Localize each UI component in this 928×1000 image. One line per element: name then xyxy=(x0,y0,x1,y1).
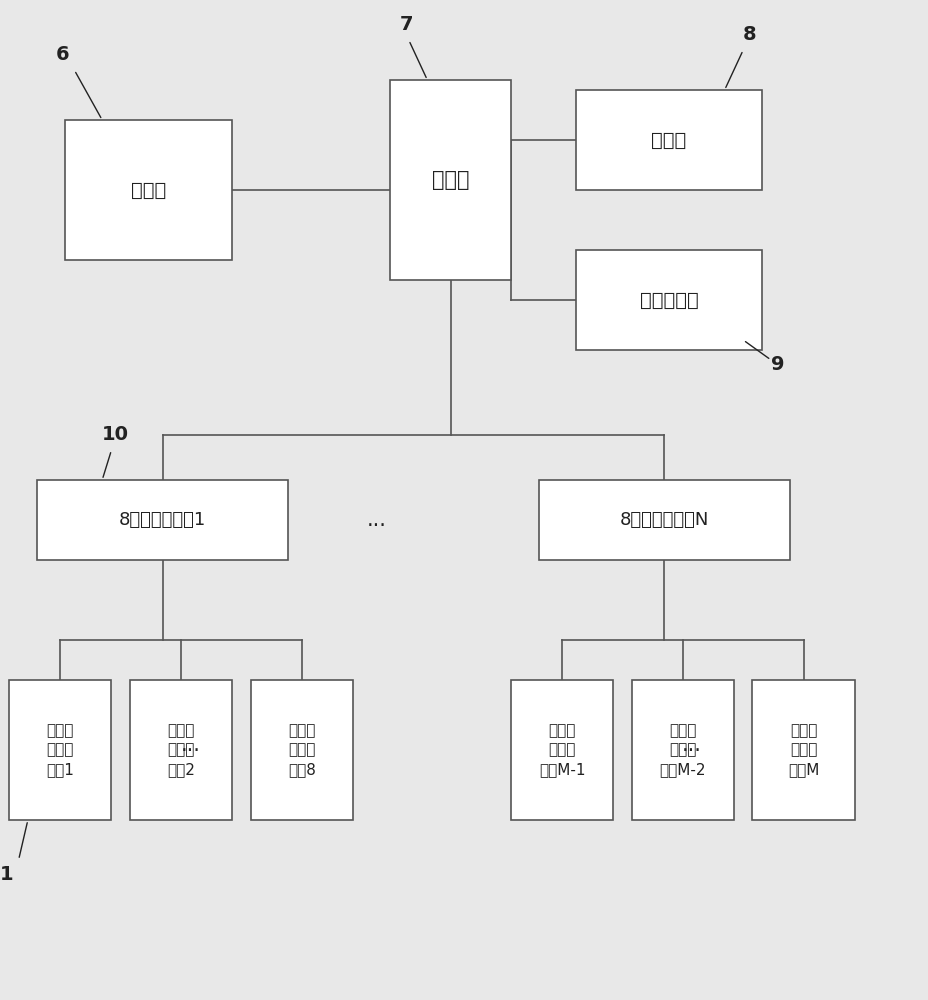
Text: 电加热
可控温
炉具1: 电加热 可控温 炉具1 xyxy=(46,723,74,777)
FancyBboxPatch shape xyxy=(251,680,353,820)
Text: ...: ... xyxy=(681,735,702,755)
Text: 电加热
可控温
炉具8: 电加热 可控温 炉具8 xyxy=(288,723,316,777)
FancyBboxPatch shape xyxy=(510,680,612,820)
Text: 10: 10 xyxy=(102,425,129,444)
FancyBboxPatch shape xyxy=(752,680,854,820)
Text: ...: ... xyxy=(180,735,200,755)
Text: 上位机: 上位机 xyxy=(432,170,469,190)
Text: 电加热
可控温
炉具2: 电加热 可控温 炉具2 xyxy=(167,723,195,777)
Text: 电加热
可控温
炉具M: 电加热 可控温 炉具M xyxy=(787,723,818,777)
FancyBboxPatch shape xyxy=(65,120,232,260)
Text: 7: 7 xyxy=(399,15,413,34)
Text: 条码扫描仪: 条码扫描仪 xyxy=(638,290,698,309)
FancyBboxPatch shape xyxy=(9,680,111,820)
Text: 6: 6 xyxy=(56,45,70,64)
Text: 8: 8 xyxy=(742,25,756,44)
Text: 9: 9 xyxy=(770,355,784,374)
FancyBboxPatch shape xyxy=(538,480,789,560)
FancyBboxPatch shape xyxy=(575,250,761,350)
FancyBboxPatch shape xyxy=(130,680,232,820)
Text: 8口地址分配器N: 8口地址分配器N xyxy=(619,511,708,529)
FancyBboxPatch shape xyxy=(37,480,288,560)
Text: 电加热
可控温
炉具M-2: 电加热 可控温 炉具M-2 xyxy=(659,723,705,777)
Text: 8口地址分配器1: 8口地址分配器1 xyxy=(119,511,206,529)
Text: 打印机: 打印机 xyxy=(651,130,686,149)
Text: 1: 1 xyxy=(0,865,14,884)
Text: 触摸屏: 触摸屏 xyxy=(131,180,166,200)
FancyBboxPatch shape xyxy=(390,80,510,280)
FancyBboxPatch shape xyxy=(575,90,761,190)
Text: ...: ... xyxy=(366,510,386,530)
Text: 电加热
可控温
炉具M-1: 电加热 可控温 炉具M-1 xyxy=(538,723,585,777)
FancyBboxPatch shape xyxy=(631,680,733,820)
